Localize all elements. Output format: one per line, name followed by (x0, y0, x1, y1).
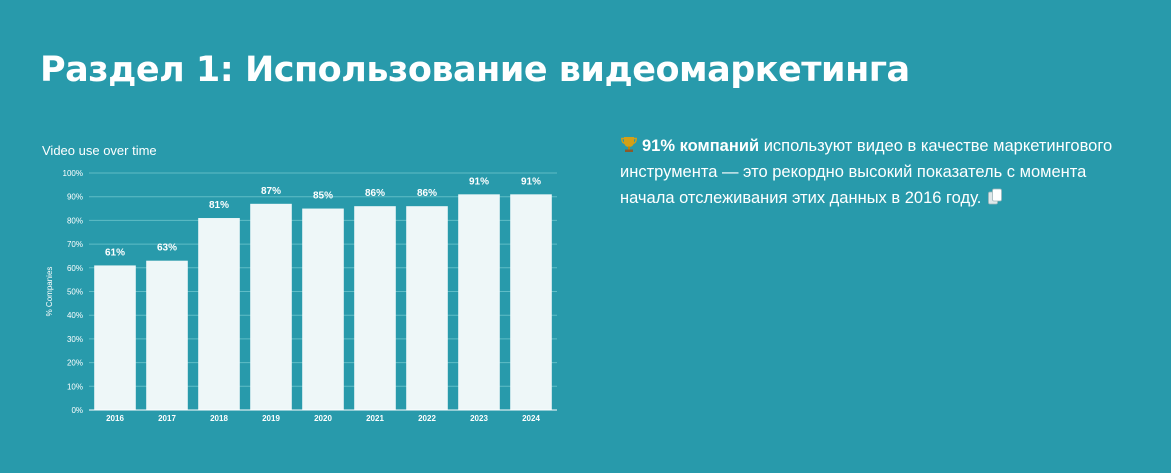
bar-2020 (302, 208, 344, 410)
x-tick-label: 2019 (262, 414, 280, 423)
data-label: 91% (521, 176, 541, 187)
stat-paragraph: 91% компаний используют видео в качестве… (620, 133, 1130, 211)
stat-highlight: 91% компаний (642, 137, 760, 155)
bar-2018 (198, 218, 240, 410)
x-tick-label: 2023 (470, 414, 488, 423)
x-tick-label: 2024 (522, 414, 540, 423)
y-tick-label: 70% (67, 240, 83, 249)
data-label: 86% (417, 188, 437, 199)
bar-2021 (354, 206, 396, 410)
chart-title: Video use over time (42, 143, 157, 158)
bar-chart-svg: Video use over time 0% 10% 20% 30% 40% 50% 60% 7… (42, 143, 557, 423)
y-tick-label: 0% (71, 406, 83, 415)
y-tick-label: 60% (67, 264, 83, 273)
y-tick-label: 10% (67, 382, 83, 391)
data-label: 61% (105, 247, 125, 258)
bar-2019 (250, 203, 292, 410)
stat-body: используют видео в качестве маркетингово… (620, 137, 1113, 207)
bar-2017 (146, 260, 188, 410)
y-tick-label: 20% (67, 359, 83, 368)
y-tick-label: 80% (67, 216, 83, 225)
bar-2023 (458, 194, 500, 410)
data-label: 87% (261, 186, 281, 197)
x-tick-label: 2020 (314, 414, 332, 423)
data-label: 91% (469, 176, 489, 187)
y-axis-label: % Companies (45, 267, 54, 317)
bar-2024 (510, 194, 552, 410)
y-tick-label: 50% (67, 288, 83, 297)
section-heading: Раздел 1: Использование видеомаркетинга (40, 50, 910, 90)
x-tick-label: 2016 (106, 414, 124, 423)
x-tick-label: 2021 (366, 414, 384, 423)
y-tick-label: 90% (67, 193, 83, 202)
x-tick-label: 2022 (418, 414, 436, 423)
data-label: 63% (157, 243, 177, 254)
bar-2022 (406, 206, 448, 410)
copy-icon[interactable] (987, 188, 1003, 206)
trophy-icon (620, 135, 638, 153)
y-tick-label: 30% (67, 335, 83, 344)
x-tick-label: 2018 (210, 414, 228, 423)
y-tick-label: 100% (63, 169, 83, 178)
data-label: 81% (209, 200, 229, 211)
bar-2016 (94, 265, 136, 410)
data-label: 86% (365, 188, 385, 199)
video-use-chart: Video use over time 0% 10% 20% 30% 40% 50% 60% 7… (36, 136, 566, 436)
y-tick-label: 40% (67, 311, 83, 320)
data-label: 85% (313, 191, 333, 202)
x-tick-label: 2017 (158, 414, 176, 423)
